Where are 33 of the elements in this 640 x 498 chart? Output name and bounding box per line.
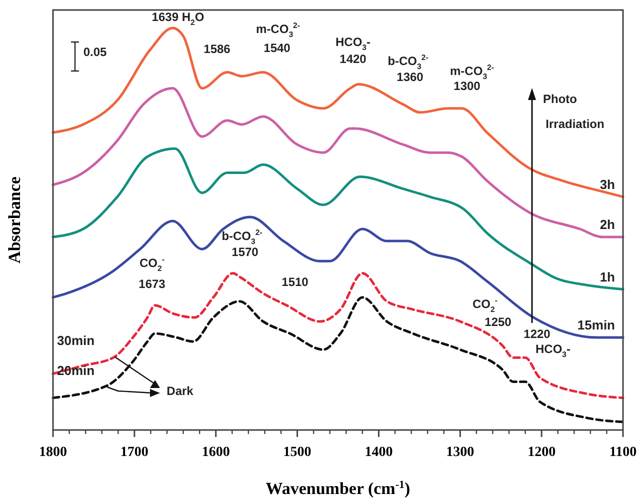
series-label: 1h [600, 269, 616, 284]
x-tick-label: 1800 [39, 445, 67, 460]
x-axis-title: Wavenumber (cm$^{-1}$) [266, 479, 410, 498]
annotation: 1300 [454, 79, 481, 94]
x-tick-label: 1500 [283, 445, 312, 460]
x-tick-label: 1600 [202, 445, 230, 460]
annotation: Photo [543, 92, 577, 106]
annotation: 1360 [396, 70, 424, 84]
series-label: 15min [577, 318, 616, 333]
annotation: HCO$_{3}$- [335, 35, 371, 52]
y-axis-title: Absorbance [5, 176, 24, 264]
text: 1639 H$_{2}$O [152, 10, 204, 27]
series-label: 30min [57, 333, 95, 348]
x-tick-label: 1100 [609, 445, 637, 460]
annotation: 1540 [264, 41, 291, 56]
annotation: 1220 [524, 327, 551, 342]
annotation: 1673 [138, 277, 166, 292]
legend-label: 20min [57, 363, 95, 378]
annotation: 1420 [340, 52, 367, 66]
x-tick-label: 1300 [446, 445, 474, 460]
annotation: Dark [166, 384, 194, 398]
annotation: HCO$_{3}$- [535, 342, 571, 359]
annotation: 1250 [484, 315, 512, 330]
annotation: 0.05 [83, 45, 107, 60]
annotation: 1586 [204, 42, 231, 56]
series-label: 3h [600, 176, 616, 192]
x-tick-label: 1700 [120, 445, 148, 460]
annotation: Irradiation [546, 117, 604, 132]
annotation: 1570 [232, 245, 259, 260]
annotation: 1510 [282, 275, 309, 290]
x-tick-label: 1400 [364, 445, 393, 460]
x-tick-label: 1200 [528, 445, 556, 460]
series-label: 2h [600, 217, 616, 232]
